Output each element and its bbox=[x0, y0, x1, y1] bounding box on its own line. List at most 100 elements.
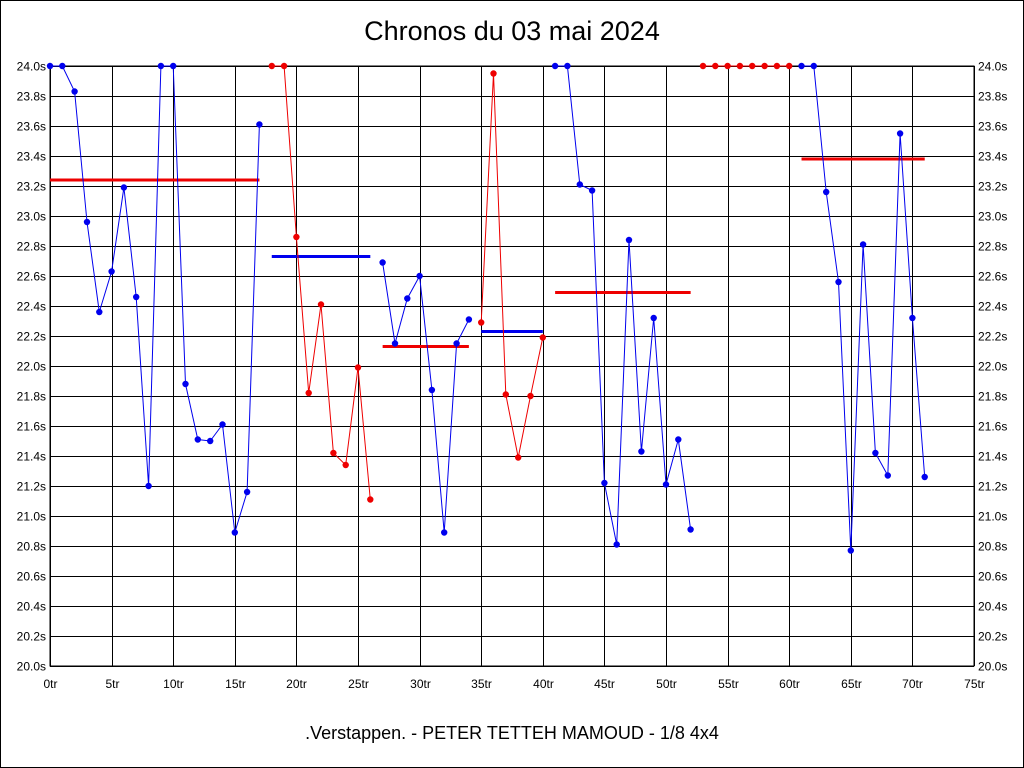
x-tick-label: 15tr bbox=[225, 677, 246, 691]
x-tick-label: 25tr bbox=[348, 677, 369, 691]
y-tick-label-right: 24.0s bbox=[978, 60, 1007, 74]
y-tick-label-right: 23.6s bbox=[978, 120, 1007, 134]
data-point bbox=[835, 278, 842, 286]
data-point bbox=[465, 316, 473, 323]
data-point bbox=[798, 62, 805, 70]
y-tick-label-right: 20.2s bbox=[978, 630, 1007, 644]
data-point bbox=[404, 295, 411, 302]
data-point bbox=[108, 268, 115, 275]
x-tick-label: 65tr bbox=[841, 677, 862, 691]
data-point bbox=[305, 389, 312, 397]
data-point bbox=[502, 391, 509, 398]
data-point bbox=[120, 184, 128, 191]
y-tick-label-right: 21.8s bbox=[978, 390, 1007, 404]
data-point bbox=[625, 236, 633, 244]
y-tick-label-right: 21.0s bbox=[978, 510, 1007, 524]
y-tick-label-left: 20.6s bbox=[17, 570, 46, 584]
data-point bbox=[638, 448, 645, 455]
x-tick-label: 35tr bbox=[471, 677, 492, 691]
data-point bbox=[761, 62, 768, 70]
data-point bbox=[170, 62, 177, 70]
y-tick-label-right: 21.2s bbox=[978, 480, 1007, 494]
data-point bbox=[330, 449, 337, 457]
y-tick-label-left: 21.8s bbox=[17, 390, 46, 404]
data-point bbox=[527, 392, 534, 400]
data-point bbox=[317, 301, 325, 308]
x-tick-label: 55tr bbox=[718, 677, 739, 691]
y-tick-label-left: 21.2s bbox=[17, 480, 46, 494]
y-tick-label-right: 22.6s bbox=[978, 270, 1007, 284]
y-tick-label-right: 23.8s bbox=[978, 90, 1007, 104]
data-point bbox=[736, 62, 744, 70]
y-tick-label-left: 22.6s bbox=[17, 270, 46, 284]
y-tick-label-right: 22.4s bbox=[978, 300, 1007, 314]
data-point bbox=[724, 62, 731, 70]
data-point bbox=[478, 319, 485, 326]
y-tick-label-left: 22.4s bbox=[17, 300, 46, 314]
data-point bbox=[773, 62, 781, 70]
x-tick-label: 5tr bbox=[105, 677, 119, 691]
x-tick-label: 20tr bbox=[286, 677, 307, 691]
y-tick-label-right: 20.0s bbox=[978, 660, 1007, 674]
series-line bbox=[480, 73, 544, 458]
chart-footer: .Verstappen. - PETER TETTEH MAMOUD - 1/8… bbox=[305, 723, 719, 743]
x-tick-label: 10tr bbox=[163, 677, 184, 691]
data-point bbox=[490, 70, 497, 77]
data-point bbox=[564, 62, 571, 70]
y-tick-label-left: 20.0s bbox=[17, 660, 46, 674]
data-point bbox=[59, 62, 66, 70]
data-point bbox=[859, 241, 867, 248]
y-tick-label-right: 23.0s bbox=[978, 210, 1007, 224]
data-point bbox=[83, 218, 91, 226]
x-tick-label: 50tr bbox=[656, 677, 677, 691]
data-point bbox=[699, 62, 707, 70]
data-point bbox=[268, 62, 275, 70]
y-tick-label-left: 21.6s bbox=[17, 420, 46, 434]
x-tick-label: 40tr bbox=[533, 677, 554, 691]
series-line bbox=[50, 65, 260, 533]
y-tick-label-left: 20.4s bbox=[17, 600, 46, 614]
data-point bbox=[576, 181, 583, 188]
x-tick-label: 45tr bbox=[594, 677, 615, 691]
data-point bbox=[884, 472, 891, 479]
data-point bbox=[515, 454, 522, 461]
data-point bbox=[749, 62, 756, 70]
data-point bbox=[219, 421, 226, 428]
data-point bbox=[145, 482, 152, 490]
data-point bbox=[650, 314, 657, 322]
data-point bbox=[379, 259, 386, 266]
y-tick-label-left: 22.8s bbox=[17, 240, 46, 254]
data-point bbox=[157, 62, 165, 70]
y-tick-label-right: 21.4s bbox=[978, 450, 1007, 464]
data-point bbox=[551, 62, 559, 70]
series-line bbox=[382, 262, 470, 533]
y-tick-label-right: 20.4s bbox=[978, 600, 1007, 614]
y-tick-label-left: 23.8s bbox=[17, 90, 46, 104]
data-point bbox=[428, 386, 436, 394]
data-point bbox=[416, 272, 423, 280]
y-tick-label-left: 20.8s bbox=[17, 540, 46, 554]
y-tick-label-right: 20.6s bbox=[978, 570, 1007, 584]
data-point bbox=[896, 130, 904, 137]
x-tick-label: 70tr bbox=[902, 677, 923, 691]
data-point bbox=[453, 340, 460, 347]
y-tick-label-right: 20.8s bbox=[978, 540, 1007, 554]
data-point bbox=[207, 437, 214, 445]
data-point bbox=[71, 88, 78, 95]
y-tick-label-right: 23.4s bbox=[978, 150, 1007, 164]
data-point bbox=[675, 436, 682, 443]
y-tick-label-left: 23.0s bbox=[17, 210, 46, 224]
data-point bbox=[810, 62, 817, 70]
data-point bbox=[601, 479, 608, 487]
data-point bbox=[354, 364, 362, 371]
chart-title: Chronos du 03 mai 2024 bbox=[364, 16, 660, 46]
y-tick-label-right: 23.2s bbox=[978, 180, 1007, 194]
x-tick-label: 30tr bbox=[410, 677, 431, 691]
data-point bbox=[847, 547, 854, 554]
x-tick-label: 60tr bbox=[779, 677, 800, 691]
data-point bbox=[231, 529, 238, 536]
data-point bbox=[280, 62, 288, 70]
data-point bbox=[256, 121, 263, 128]
data-point bbox=[872, 449, 879, 457]
